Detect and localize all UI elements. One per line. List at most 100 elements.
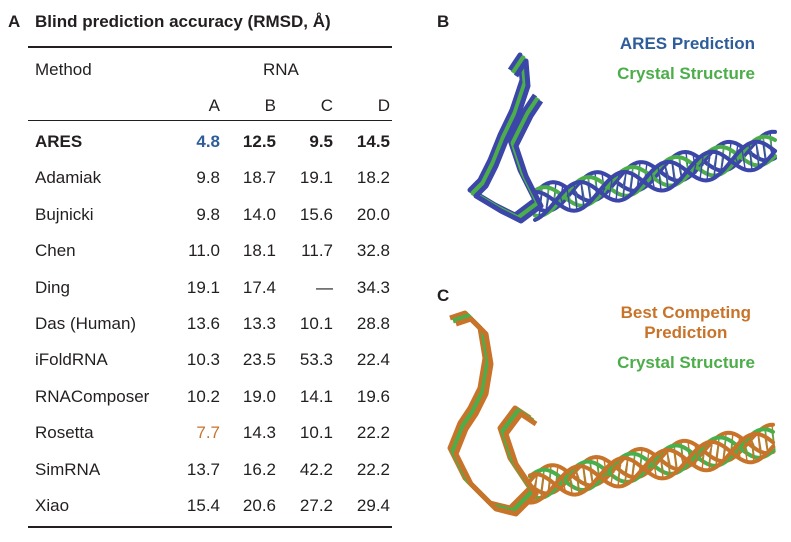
- column-header-a: A: [208, 96, 220, 115]
- rmsd-value-d: 19.6: [356, 386, 390, 406]
- method-name: SimRNA: [35, 459, 101, 479]
- rmsd-value-d: 34.3: [356, 277, 390, 297]
- table-row: Adamiak 9.8 18.7 19.1 18.2: [0, 168, 395, 204]
- base-pair-rung: [715, 442, 720, 468]
- rmsd-value-b: 14.3: [242, 423, 276, 443]
- method-name: Rosetta: [35, 423, 94, 443]
- base-pair-rung: [540, 475, 545, 499]
- helix-strand: [533, 144, 777, 208]
- base-pair-rung: [559, 195, 564, 206]
- base-pair-rung: [573, 183, 578, 211]
- method-name: ARES: [35, 132, 83, 151]
- column-header-b: B: [264, 96, 276, 115]
- base-pair-rung: [708, 442, 713, 471]
- base-pair-rung: [638, 464, 643, 474]
- method-name: Xiao: [35, 496, 70, 515]
- base-pair-rung: [757, 433, 762, 461]
- rmsd-value-c: 14.1: [299, 386, 333, 406]
- panel-a-label: A: [8, 12, 21, 31]
- base-pair-rung: [664, 162, 669, 191]
- rmsd-value-b: 14.0: [242, 204, 276, 224]
- base-pair-rung: [624, 458, 629, 486]
- rna-column-header: RNA: [263, 60, 299, 79]
- ares-prediction-legend: ARES Prediction: [619, 34, 755, 53]
- base-pair-rung: [678, 165, 683, 181]
- method-name: Chen: [35, 241, 76, 261]
- base-pair-rung: [643, 179, 648, 183]
- base-pair-rung: [547, 478, 552, 493]
- rmsd-value-c: 27.2: [299, 496, 333, 515]
- base-pair-rung: [657, 165, 662, 191]
- rmsd-value-c: —: [316, 277, 333, 297]
- rmsd-value-a: 10.2: [186, 386, 220, 406]
- base-pair-rung: [687, 458, 692, 462]
- rmsd-value-a: 9.8: [196, 204, 220, 224]
- base-pair-rung: [561, 476, 566, 490]
- base-pair-rung: [671, 162, 676, 188]
- table-title: Blind prediction accuracy (RMSD, Å): [35, 12, 331, 31]
- table-row: Xiao 15.4 20.6 27.2 29.4: [0, 496, 395, 532]
- best-competing-legend: Best Competing Prediction: [621, 303, 751, 343]
- method-name: Das (Human): [35, 314, 137, 333]
- column-header-d: D: [377, 96, 390, 115]
- table-row: Chen 11.0 18.1 11.7 32.8: [0, 241, 395, 277]
- base-pair-rung: [748, 143, 753, 171]
- base-pair-rung: [706, 152, 711, 181]
- structure-c-image: [447, 310, 776, 517]
- helix-strand: [528, 439, 775, 497]
- base-pair-rung: [568, 470, 573, 494]
- base-pair-rung: [582, 466, 587, 493]
- rmsd-value-d: 18.2: [356, 168, 390, 188]
- table-row: Rosetta 7.7 14.3 10.1 22.2: [0, 423, 395, 459]
- base-pair-rung: [673, 451, 678, 474]
- helix-strand: [528, 431, 775, 505]
- rmsd-value-d: 20.0: [356, 204, 390, 224]
- base-pair-rung: [659, 451, 664, 479]
- rmsd-value-b: 13.3: [242, 314, 276, 333]
- base-pair-rung: [666, 449, 671, 478]
- base-pair-rung: [680, 455, 685, 468]
- base-pair-rung: [615, 174, 620, 201]
- rmsd-value-d: 22.2: [356, 459, 390, 479]
- base-pair-rung: [650, 171, 655, 188]
- crystal-structure-legend-b: Crystal Structure: [617, 64, 755, 83]
- rmsd-value-c: 11.7: [301, 241, 333, 261]
- hairpin-loop: [473, 58, 544, 224]
- panel-b-label: B: [437, 12, 450, 31]
- rmsd-value-b: 19.0: [242, 386, 276, 406]
- rmsd-value-a: 4.8: [196, 132, 220, 151]
- structure-b-image: [467, 52, 777, 224]
- base-pair-rung: [722, 445, 727, 462]
- base-pair-rung: [734, 156, 739, 165]
- base-pair-rung: [617, 459, 622, 487]
- rmsd-value-a: 13.6: [186, 314, 220, 333]
- rmsd-value-c: 42.2: [299, 459, 333, 479]
- base-pair-rung: [713, 151, 718, 179]
- best-competing-legend-line1: Best Competing: [620, 303, 751, 322]
- base-pair-rung: [575, 466, 580, 495]
- base-pair-rung: [652, 457, 657, 476]
- base-pair-rung: [596, 474, 601, 480]
- rmsd-value-d: 14.5: [356, 132, 390, 151]
- base-pair-rung: [729, 450, 734, 454]
- base-pair-rung: [645, 464, 650, 471]
- base-pair-rung: [594, 187, 599, 197]
- base-pair-rung: [692, 163, 697, 176]
- base-pair-rung: [587, 183, 592, 204]
- base-pair-rung: [566, 188, 571, 210]
- rmsd-value-a: 7.7: [196, 423, 220, 443]
- base-pair-rung: [736, 445, 741, 457]
- rmsd-value-a: 9.8: [196, 168, 220, 188]
- rmsd-value-a: 15.4: [186, 496, 220, 515]
- rmsd-value-d: 22.4: [356, 350, 390, 370]
- method-name: Bujnicki: [35, 204, 94, 224]
- rmsd-value-a: 19.1: [186, 277, 220, 297]
- rmsd-value-d: 29.4: [356, 496, 390, 515]
- rmsd-value-c: 15.6: [299, 204, 333, 224]
- rmsd-value-d: 22.2: [356, 423, 390, 443]
- rmsd-value-c: 19.1: [299, 168, 333, 188]
- table-header-rule: [28, 120, 392, 121]
- base-pair-rung: [727, 158, 732, 166]
- method-column-header: Method: [35, 60, 92, 79]
- rmsd-value-c: 9.5: [309, 132, 333, 151]
